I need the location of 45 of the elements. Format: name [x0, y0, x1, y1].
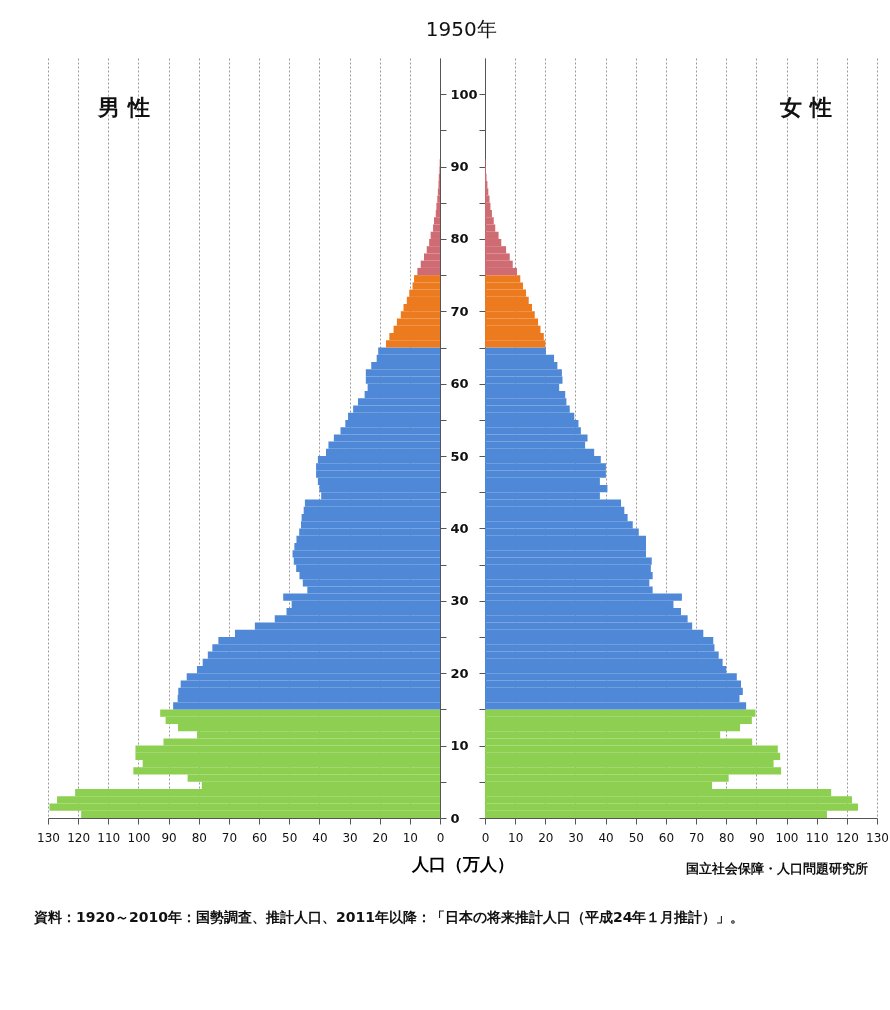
y-tick-label: 100 — [450, 86, 478, 102]
x-tick-label: 100 — [775, 830, 799, 845]
x-tick-label: 90 — [749, 830, 765, 845]
x-tick-label: 40 — [312, 830, 328, 845]
x-tick-label: 30 — [342, 830, 358, 845]
x-tick-label: 110 — [805, 830, 829, 845]
text: 国立社会保障・人口問題研究所 — [686, 861, 868, 876]
x-tick-label: 90 — [161, 830, 177, 845]
text: 男 性 — [97, 95, 150, 120]
x-tick-label: 50 — [628, 830, 644, 845]
y-tick-label: 80 — [450, 231, 469, 247]
x-tick-label: 60 — [251, 830, 268, 845]
y-tick-label: 30 — [450, 593, 469, 609]
y-tick-label: 20 — [450, 665, 469, 681]
x-tick-label: 120 — [67, 830, 91, 845]
x-axis-title: 人口（万人） — [411, 854, 514, 874]
x-tick-label: 110 — [97, 830, 121, 845]
x-tick-label: 120 — [835, 830, 859, 845]
x-tick-label: 40 — [598, 830, 614, 845]
x-tick-label: 20 — [538, 830, 554, 845]
x-tick-label: 130 — [866, 830, 889, 845]
text: 女 性 — [779, 95, 832, 120]
x-tick-label: 10 — [402, 830, 418, 845]
x-tick-label: 100 — [127, 830, 151, 845]
y-tick-label: 70 — [450, 303, 469, 319]
y-tick-label: 0 — [450, 810, 460, 826]
x-tick-label: 50 — [282, 830, 298, 845]
x-tick-label: 30 — [568, 830, 584, 845]
x-tick-label: 70 — [221, 830, 238, 845]
x-tick-label: 60 — [658, 830, 675, 845]
x-tick-label: 10 — [508, 830, 524, 845]
y-tick-label: 60 — [450, 376, 469, 392]
x-tick-label: 70 — [688, 830, 705, 845]
y-tick-label: 50 — [450, 448, 469, 464]
text: 資料：1920～2010年：国勢調査、推計人口、2011年以降：「日本の将来推計人口（平成24年１月推計）」。 — [33, 909, 745, 925]
x-tick-label: 0 — [436, 830, 445, 845]
y-tick-label: 10 — [450, 738, 469, 754]
x-tick-label: 130 — [37, 830, 60, 845]
x-tick-label: 80 — [191, 830, 207, 845]
x-tick-label: 0 — [481, 830, 490, 845]
x-tick-label: 20 — [372, 830, 388, 845]
y-tick-label: 90 — [450, 159, 469, 175]
y-tick-label: 40 — [450, 520, 469, 536]
chart-title: 1950年 — [425, 17, 497, 41]
x-tick-label: 80 — [719, 830, 735, 845]
